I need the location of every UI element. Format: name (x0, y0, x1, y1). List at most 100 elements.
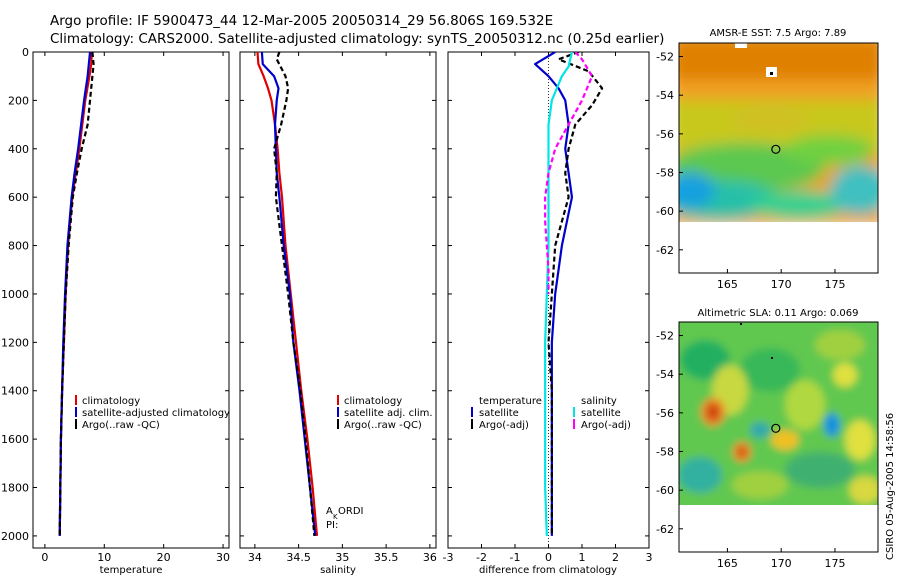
sst-map-panel: AMSR-E SST: 7.5 Argo: 7.89 -52-54-56- (656, 28, 879, 291)
salinity-series (256, 52, 319, 537)
x-tick-label: 0 (545, 551, 552, 564)
figure-title-line2: Climatology: CARS2000. Satellite-adjuste… (50, 31, 664, 47)
map-x-tick-label: 175 (824, 557, 845, 570)
sla-map-title: Altimetric SLA: 0.11 Argo: 0.069 (698, 308, 859, 319)
legend-label-temp-argo: Argo(-adj) (479, 420, 529, 431)
annotation-ordi: ORDI (338, 506, 363, 517)
map-x-tick-label: 170 (771, 278, 792, 291)
x-tick-label: -2 (476, 551, 487, 564)
salinity-axes-frame (239, 51, 437, 549)
figure-title-line1: Argo profile: IF 5900473_44 12-Mar-2005 … (50, 13, 553, 29)
map-y-tick-label: -54 (656, 89, 674, 102)
x-tick-label: 35 (335, 551, 349, 564)
y-tick-label: 1600 (1, 433, 29, 446)
series-line-climatology (256, 52, 319, 536)
map-y-tick-label: -52 (656, 330, 674, 343)
salinity-x-ticks: 34 34.5 35 35.5 36 (248, 52, 437, 564)
x-tick-label: 3 (646, 551, 653, 564)
legend-label-argo: Argo(..raw -QC) (344, 420, 422, 431)
map-y-tick-label: -60 (656, 205, 674, 218)
salinity-y-ticks (240, 51, 436, 537)
map-y-tick-label: -62 (656, 523, 674, 536)
credit-timestamp: CSIRO 05-Aug-2005 14:58:56 (885, 413, 896, 560)
annotation-k: K (333, 513, 338, 521)
sla-argo-location-marker (771, 423, 781, 433)
series-line-argo (273, 52, 316, 536)
y-tick-label: 1800 (1, 482, 29, 495)
map-y-tick-label: -60 (656, 484, 674, 497)
difference-xlabel: difference from climatology (479, 565, 617, 576)
temperature-xlabel: temperature (100, 565, 163, 576)
sla-map-y-ticks: -52 -54 -56 -58 -60 -62 (656, 330, 683, 536)
annotation-a: A (326, 506, 333, 517)
difference-x-ticks: -3 -2 -1 0 1 2 3 (443, 52, 653, 564)
temperature-y-ticks: 0 200 400 600 800 1000 1200 1400 1600 1800 2000 (1, 46, 229, 543)
temperature-x-ticks: 0 10 20 30 (41, 52, 230, 564)
salinity-annotation: A K ORDI PI: (326, 506, 363, 531)
map-y-tick-label: -58 (656, 445, 674, 458)
x-tick-label: -1 (510, 551, 521, 564)
y-tick-label: 1400 (1, 385, 29, 398)
series-line-salinity-satellite (544, 52, 574, 536)
y-tick-label: 1200 (1, 336, 29, 349)
sla-map-field (679, 322, 878, 552)
legend-label-temp-satellite: satellite (479, 408, 519, 419)
sla-map-panel: Altimetric SLA: 0.11 Argo: 0.069 (656, 308, 879, 570)
sst-map-field (679, 43, 878, 273)
difference-legend: temperature satellite Argo(-adj) salinit… (471, 396, 631, 431)
sst-map-y-ticks: -52 -54 -56 -58 -60 -62 (656, 51, 683, 257)
legend-label-argo: Argo(..raw -QC) (82, 420, 160, 431)
map-y-tick-label: -56 (656, 128, 674, 141)
y-tick-label: 0 (22, 46, 29, 59)
map-y-tick-label: -52 (656, 51, 674, 64)
y-tick-label: 400 (8, 143, 29, 156)
x-tick-label: 10 (97, 551, 111, 564)
map-y-tick-label: -54 (656, 368, 674, 381)
sst-map-frame (678, 42, 879, 274)
salinity-xlabel: salinity (320, 565, 356, 576)
legend-label-satellite: satellite-adjusted climatology (82, 408, 230, 419)
sla-map-frame (678, 321, 879, 553)
series-line-temperature-satellite (533, 52, 574, 536)
series-line-satellite (58, 52, 92, 536)
difference-panel: -3 -2 -1 0 1 2 3 difference from climatology t… (443, 51, 653, 576)
temperature-panel: 0 200 400 600 800 1000 1200 1400 1600 1800 2000 0 1… (1, 46, 230, 576)
temperature-legend: climatology satellite-adjusted climatolo… (75, 395, 230, 431)
salinity-legend: climatology satellite adj. clim. Argo(..… (337, 395, 433, 431)
map-y-tick-label: -56 (656, 407, 674, 420)
legend-label-sal-satellite: satellite (581, 408, 621, 419)
legend-label-climatology: climatology (344, 396, 402, 407)
map-x-tick-label: 165 (717, 557, 738, 570)
y-tick-label: 1000 (1, 288, 29, 301)
y-tick-label: 200 (8, 94, 29, 107)
difference-y-ticks (448, 51, 649, 537)
temperature-series (58, 52, 95, 536)
x-tick-label: 30 (216, 551, 230, 564)
sla-map-x-ticks: 165 170 175 (717, 548, 845, 570)
map-y-tick-label: -62 (656, 244, 674, 257)
map-y-tick-label: -58 (656, 166, 674, 179)
legend-label-satellite: satellite adj. clim. (344, 408, 433, 419)
x-tick-label: 34.5 (286, 551, 311, 564)
sst-map-x-ticks: 165 170 175 (717, 269, 845, 291)
map-x-tick-label: 170 (771, 557, 792, 570)
legend-label-climatology: climatology (82, 396, 140, 407)
x-tick-label: 36 (423, 551, 437, 564)
difference-series (533, 52, 604, 536)
x-tick-label: 2 (612, 551, 619, 564)
x-tick-label: 20 (157, 551, 171, 564)
map-x-tick-label: 175 (824, 278, 845, 291)
map-x-tick-label: 165 (717, 278, 738, 291)
legend-title-salinity: salinity (581, 396, 617, 407)
temperature-axes-frame (32, 51, 230, 549)
y-tick-label: 600 (8, 191, 29, 204)
legend-title-temperature: temperature (479, 396, 542, 407)
salinity-panel: 34 34.5 35 35.5 36 salinity climatology sate… (239, 51, 437, 576)
series-line-salinity-argo (544, 52, 594, 294)
series-line-temperature-argo (547, 52, 604, 536)
x-tick-label: -3 (443, 551, 454, 564)
x-tick-label: 1 (579, 551, 586, 564)
series-line-argo (58, 52, 95, 536)
x-tick-label: 34 (248, 551, 262, 564)
